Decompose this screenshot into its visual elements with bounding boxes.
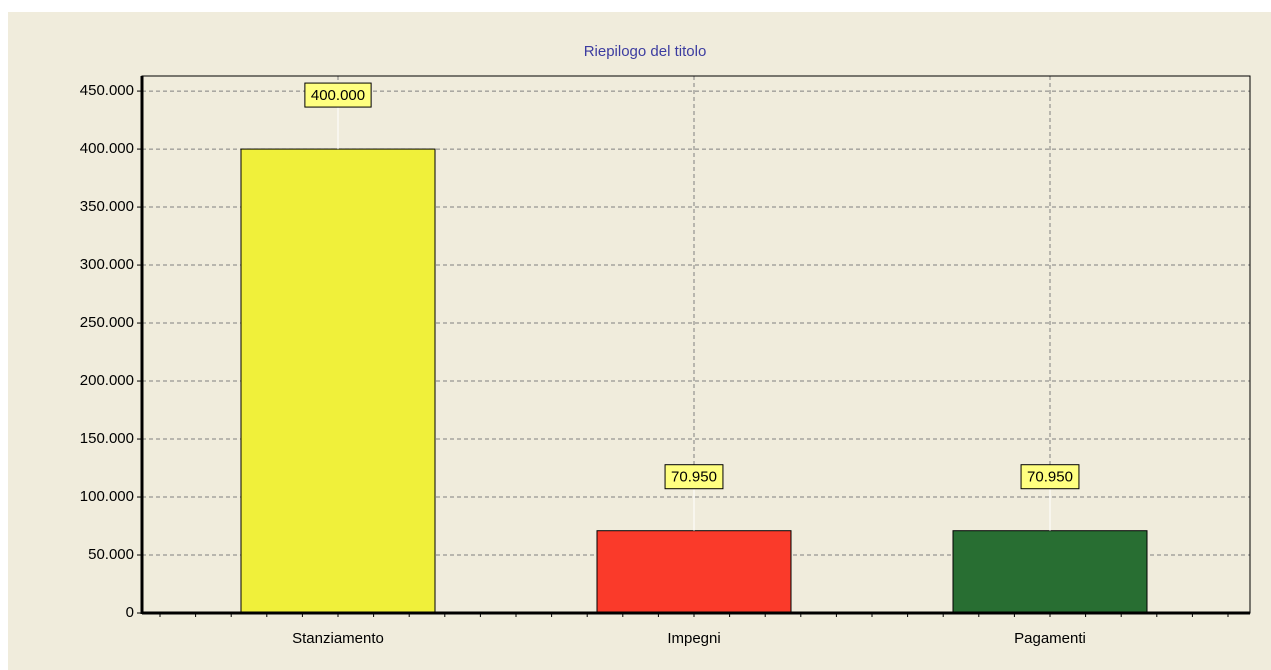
bar: [240, 148, 436, 614]
bar: [596, 530, 792, 614]
x-tick-label: Stanziamento: [292, 630, 384, 647]
y-tick-label: 250.000: [80, 314, 134, 331]
y-tick-label: 400.000: [80, 140, 134, 157]
bar: [952, 530, 1148, 614]
x-tick-label: Pagamenti: [1014, 630, 1086, 647]
data-label-box: [1020, 464, 1080, 490]
data-label: 70.950: [671, 469, 717, 486]
y-tick-label: 350.000: [80, 198, 134, 215]
chart-title: Riepilogo del titolo: [584, 43, 707, 60]
y-tick-label: 450.000: [80, 82, 134, 99]
data-label-box: [664, 464, 724, 490]
y-tick-label: 100.000: [80, 488, 134, 505]
y-tick-label: 0: [126, 604, 134, 621]
y-tick-label: 50.000: [88, 546, 134, 563]
data-label: 70.950: [1027, 469, 1073, 486]
data-label: 400.000: [311, 87, 365, 104]
y-tick-label: 200.000: [80, 372, 134, 389]
x-tick-label: Impegni: [667, 630, 720, 647]
y-tick-label: 300.000: [80, 256, 134, 273]
y-tick-label: 150.000: [80, 430, 134, 447]
data-label-box: [304, 82, 372, 108]
